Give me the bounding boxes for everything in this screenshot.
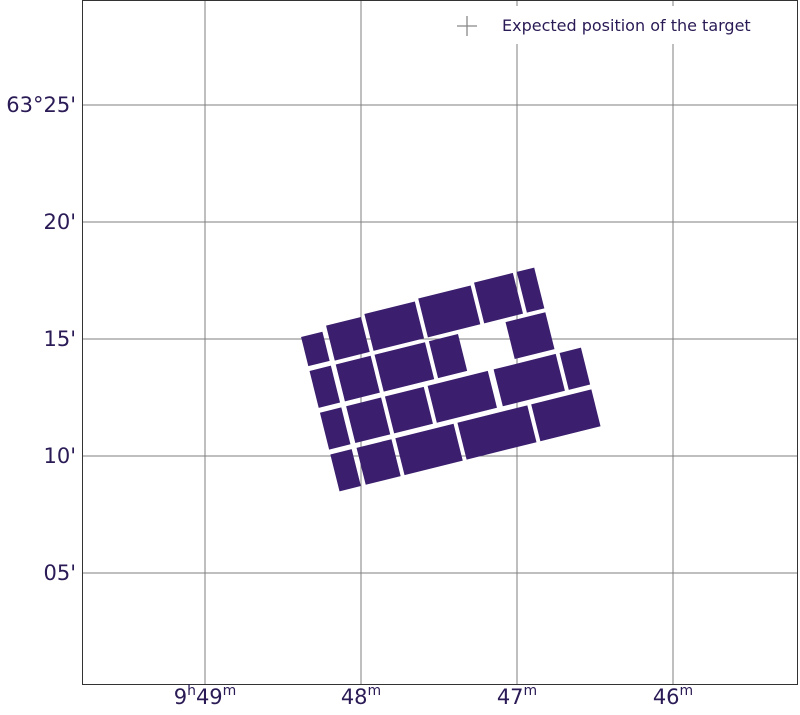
x-tick-label: 48m [341,683,381,709]
footprint-tile [428,333,468,379]
footprint-tile [395,423,463,476]
y-tick-label: 20' [44,210,77,234]
plot-frame [82,0,798,685]
x-tick-labels: 9h49m 48m 47m 46m [174,683,694,709]
footprint-tile [330,449,361,492]
footprint-tile [309,365,341,408]
footprint-tile [474,272,523,324]
footprint-tile [531,389,601,442]
footprint-tile [505,312,555,360]
footprint-tile [516,267,545,313]
footprint-tile [346,397,391,444]
footprint-tile [457,405,537,460]
legend: Expected position of the target [448,6,788,44]
footprint-tile [319,407,351,450]
image-footprint [301,267,601,492]
grid-lines [82,0,798,685]
footprint-tile [326,316,370,361]
footprint-tile [301,331,330,367]
x-tick-label: 47m [497,683,537,709]
y-tick-label: 05' [44,561,77,585]
legend-label: Expected position of the target [502,16,751,35]
footprint-tile [356,439,401,485]
footprint-tile [418,285,481,338]
y-tick-labels: 63°25' 20' 15' 10' 05' [6,93,76,585]
x-tick-label: 46m [653,683,693,709]
footprint-tile [427,370,497,423]
y-tick-label: 15' [44,327,77,351]
footprint-tile [384,386,433,434]
x-tick-label: 9h49m [174,683,237,709]
footprint-tile [335,355,380,402]
y-tick-label: 10' [44,444,77,468]
plus-marker-icon [457,16,477,36]
footprint-tile [374,342,435,392]
footprint-tile [493,353,565,407]
legend-box [448,6,788,44]
footprint-tile [364,301,425,351]
y-tick-label: 63°25' [6,93,76,117]
footprint-tile [559,347,591,390]
